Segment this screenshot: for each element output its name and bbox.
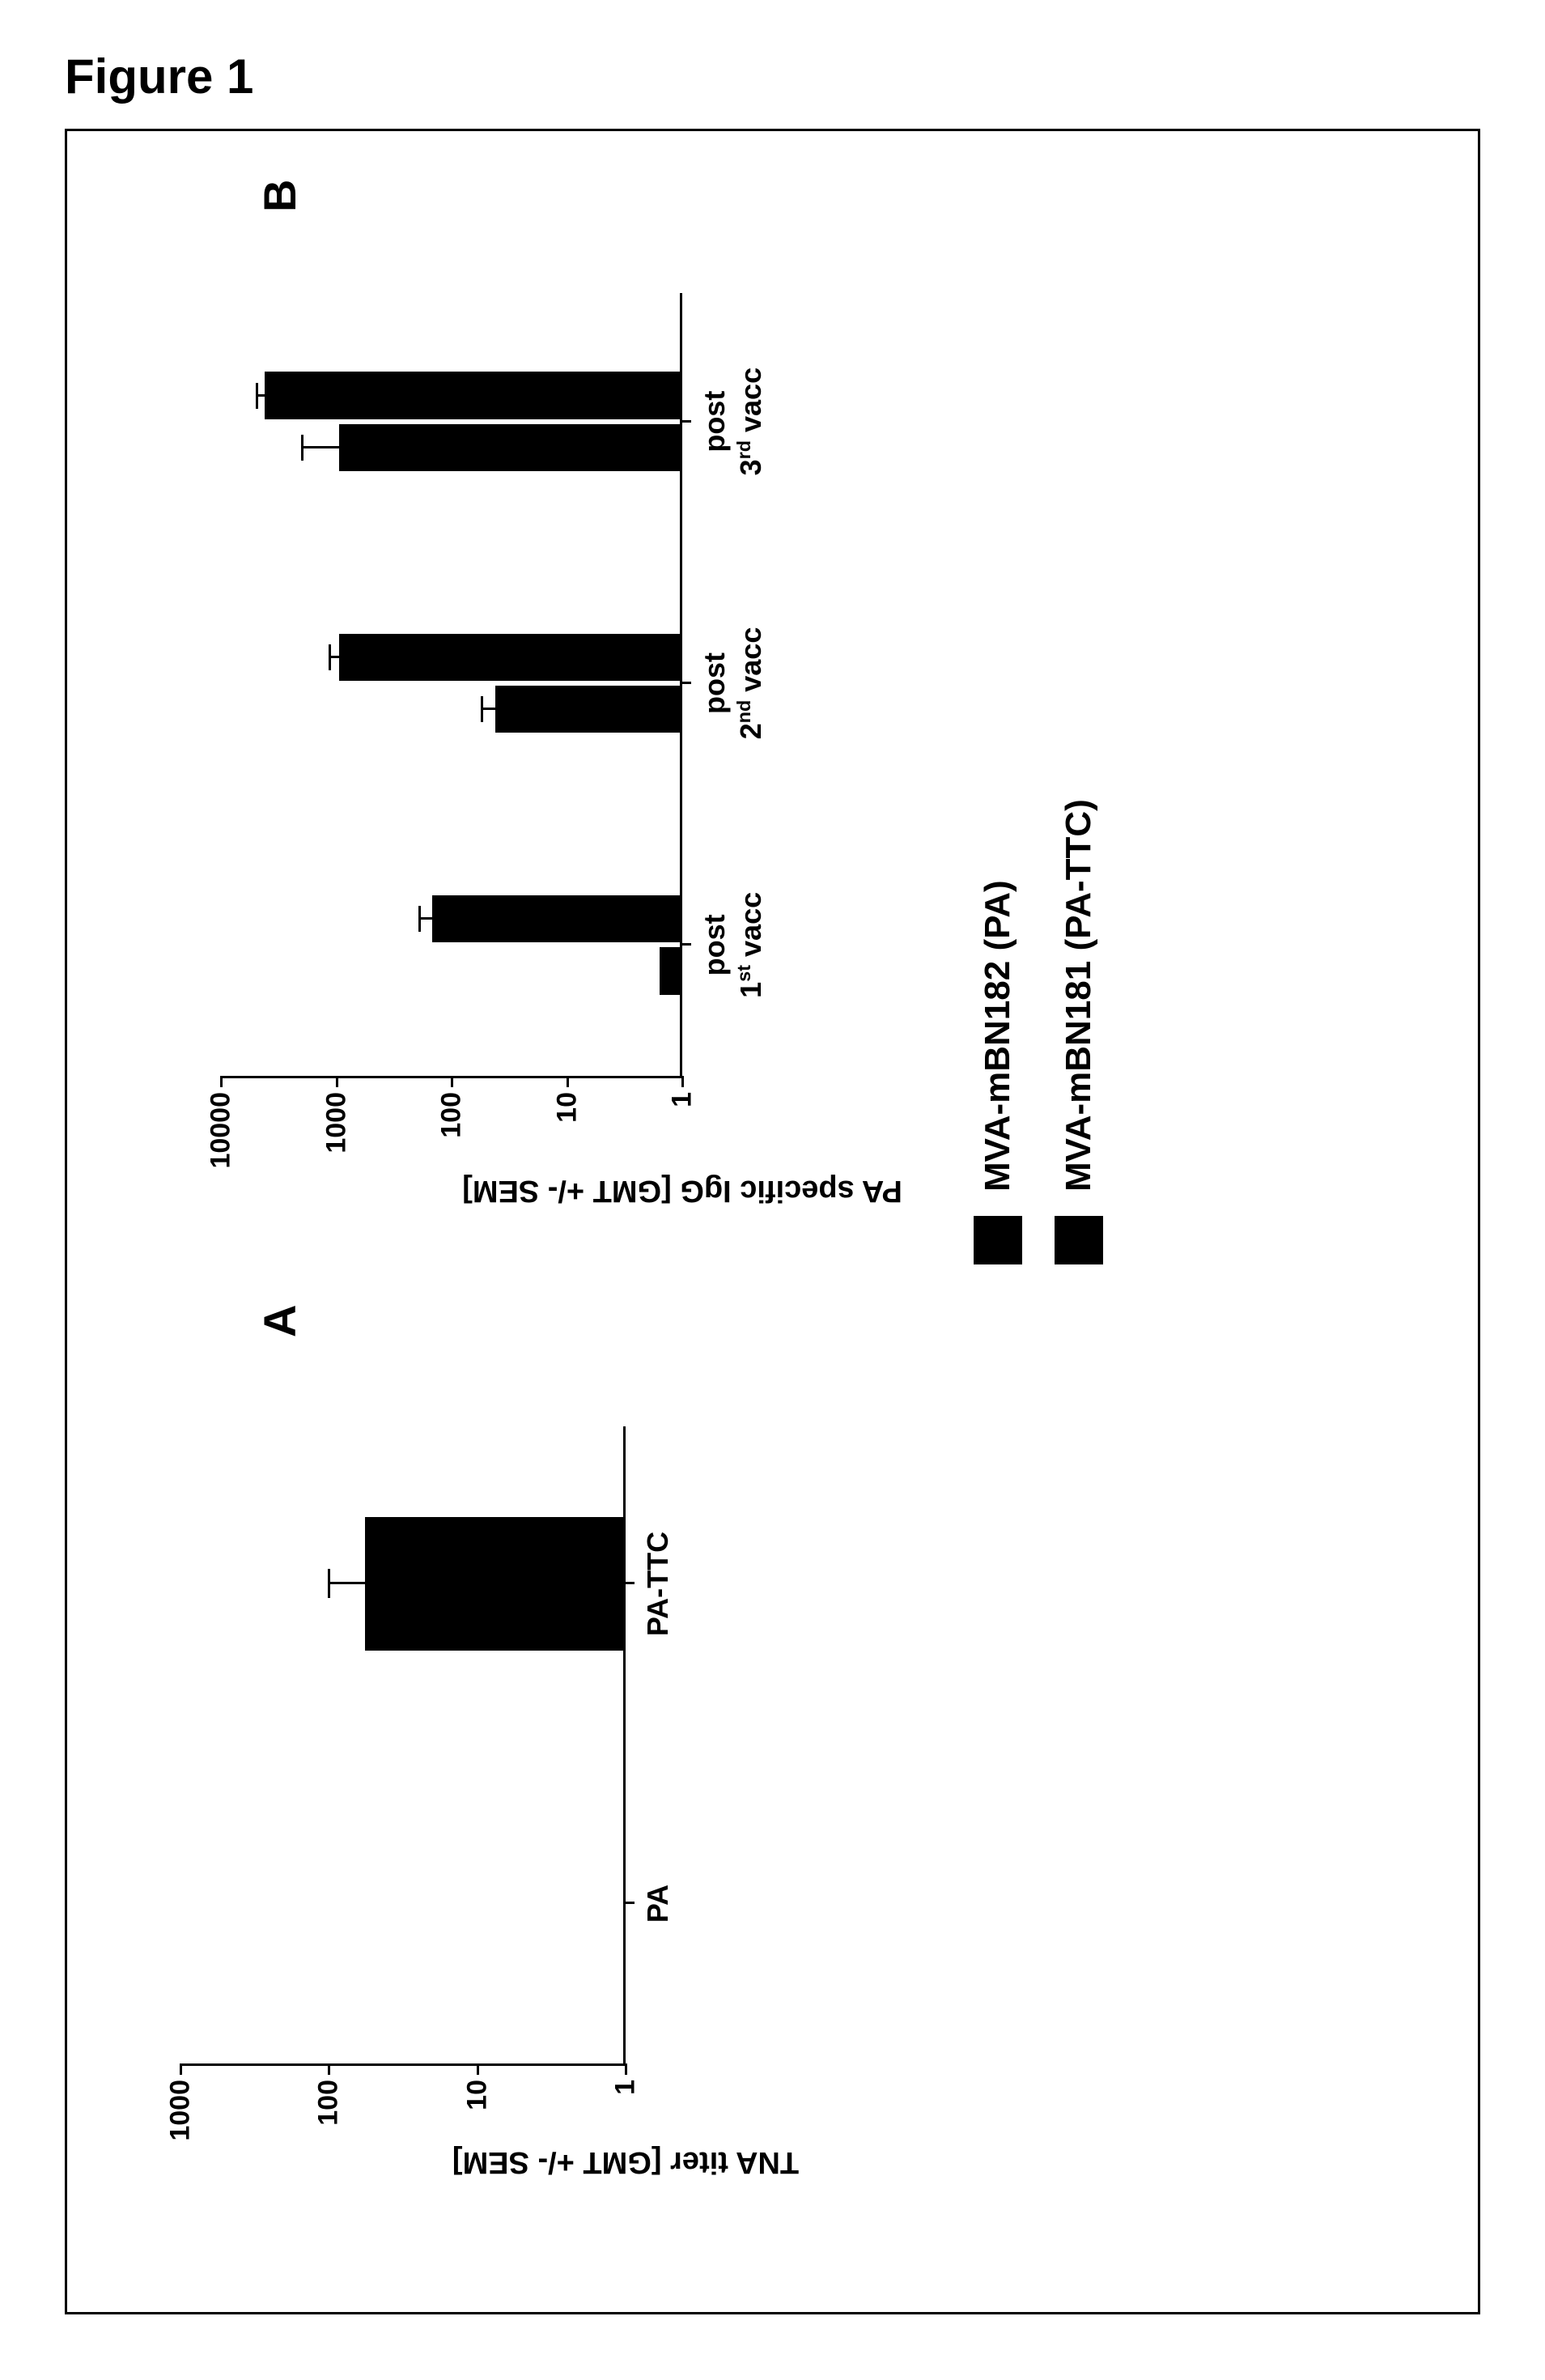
legend-swatch bbox=[974, 1216, 1022, 1264]
x-tick-label: PA-TTC bbox=[623, 1532, 676, 1636]
y-axis-title: PA specific IgG [GMT +/- SEM] bbox=[462, 1173, 902, 1208]
panel-a-label: A bbox=[253, 1305, 306, 1337]
bar bbox=[339, 424, 680, 471]
x-tick-label: post1st vacc bbox=[680, 892, 769, 998]
y-tick-label: 10000 bbox=[206, 1076, 237, 1169]
panel-a-wrap: 1 10 100 1000 PA PA-TTC TNA titer [GMT +/- SEM… bbox=[116, 1362, 796, 2252]
y-tick-label: 1 bbox=[667, 1076, 698, 1107]
panel-a-chart-host: 1 10 100 1000 PA PA-TTC TNA titer [GMT +/- SEM… bbox=[116, 1362, 796, 2252]
panel-b-chart-host: 1 10 100 1000 10000 post1st vacc post2nd vacc p… bbox=[116, 228, 925, 1281]
y-axis-title: TNA titer [GMT +/- SEM] bbox=[452, 2144, 799, 2179]
panel-b-label: B bbox=[253, 180, 306, 212]
y-tick-label: 1000 bbox=[320, 1076, 352, 1154]
bar bbox=[265, 372, 680, 419]
panel-b-wrap: 1 10 100 1000 10000 post1st vacc post2nd vacc p… bbox=[116, 228, 925, 1281]
figure-frame: 1 10 100 1000 PA PA-TTC TNA titer [GMT +/- SEM… bbox=[65, 129, 1480, 2314]
legend-swatch bbox=[1055, 1216, 1103, 1264]
y-tick-label: 10 bbox=[461, 2063, 493, 2110]
x-tick-label: PA bbox=[623, 1885, 676, 1923]
y-tick-label: 100 bbox=[436, 1076, 468, 1138]
figure-title: Figure 1 bbox=[65, 49, 1480, 104]
bar bbox=[432, 895, 680, 942]
bar bbox=[365, 1517, 623, 1651]
y-tick-label: 1 bbox=[610, 2063, 642, 2095]
y-tick-label: 100 bbox=[313, 2063, 345, 2126]
bar bbox=[339, 634, 680, 681]
legend-label: MVA-mBN182 (PA) bbox=[978, 880, 1018, 1192]
legend-item: MVA-mBN181 (PA-TTC) bbox=[1055, 698, 1103, 1264]
legend-item: MVA-mBN182 (PA) bbox=[974, 698, 1022, 1264]
bar bbox=[495, 686, 680, 733]
legend: MVA-mBN182 (PA)MVA-mBN181 (PA-TTC) bbox=[974, 1264, 1152, 1831]
legend-label: MVA-mBN181 (PA-TTC) bbox=[1059, 799, 1099, 1192]
bar bbox=[660, 947, 680, 994]
y-tick-label: 1000 bbox=[165, 2063, 197, 2141]
x-tick-label: post3rd vacc bbox=[680, 368, 769, 476]
y-tick-label: 10 bbox=[551, 1076, 583, 1123]
x-tick-label: post2nd vacc bbox=[680, 627, 769, 740]
